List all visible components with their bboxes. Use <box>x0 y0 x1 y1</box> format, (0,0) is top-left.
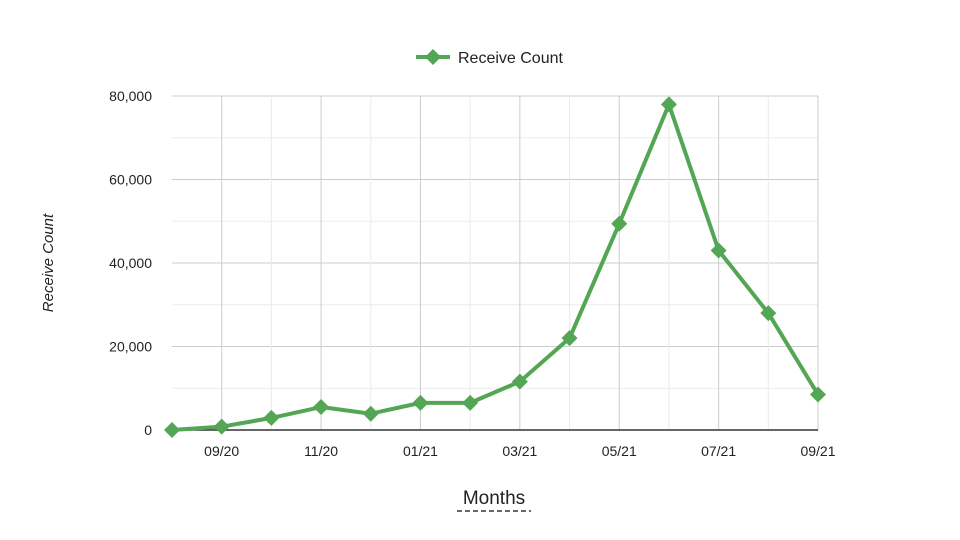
data-point-marker[interactable] <box>164 422 180 438</box>
x-tick-label: 07/21 <box>701 443 736 459</box>
data-point-marker[interactable] <box>760 305 777 322</box>
data-point-marker[interactable] <box>710 242 727 259</box>
data-point-marker[interactable] <box>263 409 280 426</box>
data-point-marker[interactable] <box>412 394 429 411</box>
x-tick-label: 03/21 <box>502 443 537 459</box>
y-axis-label: Receive Count <box>40 213 57 312</box>
data-point-marker[interactable] <box>810 386 826 403</box>
data-point-marker[interactable] <box>660 96 677 113</box>
x-tick-label: 11/20 <box>304 443 338 459</box>
series-line-receive-count <box>170 102 820 432</box>
x-tick-label: 09/20 <box>204 443 239 459</box>
legend-label: Receive Count <box>458 50 564 67</box>
y-tick-label: 80,000 <box>109 88 152 104</box>
y-tick-label: 0 <box>144 422 152 438</box>
y-tick-label: 60,000 <box>109 172 152 188</box>
series-layer <box>164 96 826 438</box>
x-tick-label: 05/21 <box>602 443 637 459</box>
x-tick-label: 09/21 <box>800 443 835 459</box>
legend-diamond-marker <box>425 49 441 65</box>
axis-layer: 0 20,000 40,000 60,000 80,000 09/20 11/20 01/21… <box>109 88 836 459</box>
y-tick-label: 20,000 <box>109 339 152 355</box>
data-point-marker[interactable] <box>611 215 628 232</box>
data-point-marker[interactable] <box>313 399 330 416</box>
x-tick-label: 01/21 <box>403 443 438 459</box>
grid-layer <box>172 95 819 430</box>
data-point-marker[interactable] <box>561 330 578 347</box>
data-point-marker[interactable] <box>213 418 230 435</box>
data-point-marker[interactable] <box>462 394 479 411</box>
y-tick-label: 40,000 <box>109 255 152 271</box>
data-point-marker[interactable] <box>511 373 528 390</box>
data-point-marker[interactable] <box>362 405 379 422</box>
legend[interactable]: Receive Count <box>416 49 564 67</box>
x-axis-label: Months <box>463 488 525 509</box>
